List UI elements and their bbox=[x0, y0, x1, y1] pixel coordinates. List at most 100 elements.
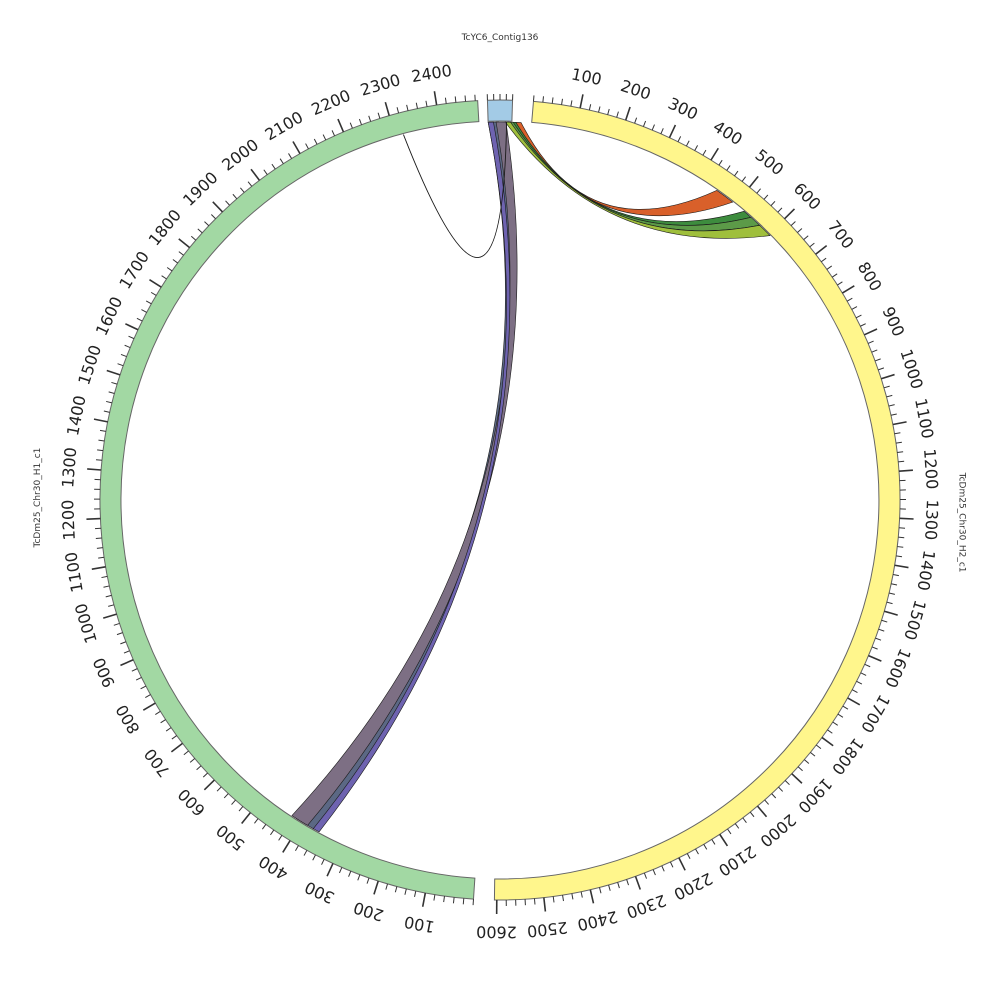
tick-label: 1000 bbox=[896, 347, 926, 392]
minor-tick bbox=[832, 721, 839, 726]
minor-tick bbox=[425, 100, 428, 107]
minor-tick bbox=[895, 441, 902, 444]
minor-tick bbox=[141, 309, 147, 313]
minor-tick bbox=[117, 363, 124, 367]
minor-tick bbox=[216, 786, 222, 792]
minor-tick bbox=[106, 400, 113, 404]
minor-tick bbox=[377, 112, 381, 119]
tick-label: 1100 bbox=[61, 551, 87, 594]
minor-tick bbox=[809, 242, 815, 248]
minor-tick bbox=[617, 882, 620, 889]
link-line bbox=[403, 122, 508, 258]
minor-tick bbox=[404, 888, 407, 895]
minor-tick bbox=[406, 104, 409, 111]
major-tick bbox=[847, 697, 861, 706]
minor-tick bbox=[197, 228, 203, 234]
major-tick bbox=[668, 124, 677, 139]
tick-label: 100 bbox=[570, 64, 604, 89]
minor-tick bbox=[741, 176, 747, 182]
tick-label: 2500 bbox=[526, 918, 569, 941]
minor-tick bbox=[727, 828, 732, 835]
minor-tick bbox=[131, 668, 138, 672]
minor-tick bbox=[172, 259, 179, 264]
tick-label: 400 bbox=[710, 117, 746, 149]
minor-tick bbox=[303, 850, 308, 856]
major-tick bbox=[634, 876, 642, 890]
minor-tick bbox=[702, 149, 707, 156]
minor-tick bbox=[271, 163, 276, 170]
tick-label: 900 bbox=[89, 655, 119, 691]
minor-tick bbox=[223, 793, 229, 799]
ticks-layer bbox=[86, 91, 914, 914]
minor-tick bbox=[97, 449, 104, 452]
minor-tick bbox=[695, 848, 699, 855]
minor-tick bbox=[113, 622, 120, 626]
minor-tick bbox=[878, 628, 885, 632]
minor-tick bbox=[598, 106, 601, 113]
minor-tick bbox=[878, 367, 885, 371]
minor-tick bbox=[616, 111, 619, 118]
major-tick bbox=[212, 201, 224, 213]
tick-label: 2000 bbox=[756, 810, 799, 851]
minor-tick bbox=[703, 843, 708, 850]
minor-tick bbox=[165, 727, 172, 732]
major-tick bbox=[868, 654, 882, 662]
minor-tick bbox=[313, 138, 318, 145]
major-tick bbox=[87, 468, 102, 471]
major-tick bbox=[93, 418, 108, 423]
link-ribbon bbox=[295, 121, 514, 830]
minor-tick bbox=[238, 806, 244, 812]
tick-label: 1500 bbox=[74, 343, 105, 388]
tick-label: 600 bbox=[790, 179, 825, 214]
minor-tick bbox=[247, 181, 253, 187]
minor-tick bbox=[415, 102, 418, 109]
minor-tick bbox=[103, 410, 110, 413]
minor-tick bbox=[161, 275, 167, 280]
minor-tick bbox=[189, 758, 196, 763]
minor-tick bbox=[660, 128, 664, 134]
minor-tick bbox=[295, 845, 299, 851]
major-tick bbox=[678, 857, 686, 871]
minor-tick bbox=[608, 884, 611, 891]
major-tick bbox=[326, 863, 334, 877]
minor-tick bbox=[105, 594, 112, 598]
minor-tick bbox=[278, 835, 283, 841]
tick-label: 800 bbox=[112, 701, 144, 737]
segment-name-label: TcYC6_Contig136 bbox=[461, 33, 539, 43]
minor-tick bbox=[867, 340, 874, 344]
tick-label: 1700 bbox=[857, 691, 894, 736]
minor-tick bbox=[886, 601, 893, 605]
tick-label: 1000 bbox=[71, 601, 101, 645]
link-ribbon bbox=[312, 121, 511, 833]
minor-tick bbox=[312, 854, 316, 861]
tick-label: 200 bbox=[351, 898, 386, 925]
major-tick bbox=[624, 106, 631, 121]
segment-name-label: TcDm25_Chr30_H2_c1 bbox=[956, 472, 966, 573]
minor-tick bbox=[305, 143, 309, 150]
major-tick bbox=[250, 168, 261, 181]
minor-tick bbox=[95, 459, 103, 461]
minor-tick bbox=[196, 765, 202, 771]
tick-label: 1600 bbox=[881, 646, 914, 691]
major-tick bbox=[821, 736, 834, 747]
minor-tick bbox=[897, 451, 904, 453]
minor-tick bbox=[626, 879, 630, 886]
minor-tick bbox=[864, 663, 871, 668]
minor-tick bbox=[321, 859, 325, 865]
minor-tick bbox=[190, 235, 197, 241]
minor-tick bbox=[98, 556, 105, 559]
minor-tick bbox=[204, 221, 210, 227]
tick-label: 100 bbox=[403, 912, 437, 936]
major-tick bbox=[384, 101, 390, 116]
minor-tick bbox=[101, 575, 108, 579]
minor-tick bbox=[120, 353, 127, 358]
tick-label: 1300 bbox=[58, 447, 80, 489]
minor-tick bbox=[288, 153, 293, 159]
minor-tick bbox=[777, 207, 783, 213]
minor-tick bbox=[890, 413, 897, 416]
minor-tick bbox=[414, 890, 417, 898]
minor-tick bbox=[797, 766, 803, 772]
minor-tick bbox=[348, 870, 352, 877]
minor-tick bbox=[357, 874, 361, 881]
segments-layer bbox=[99, 99, 901, 901]
